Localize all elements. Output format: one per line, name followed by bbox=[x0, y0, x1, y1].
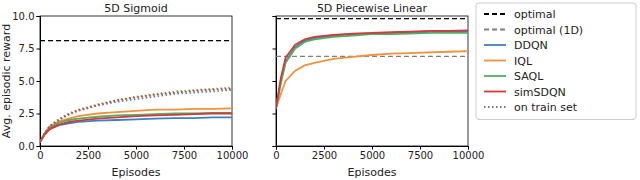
x-tick-label: 7500 bbox=[408, 150, 433, 161]
y-tick bbox=[273, 81, 277, 82]
legend-swatch bbox=[484, 106, 506, 108]
series-line bbox=[276, 51, 468, 108]
series-line bbox=[40, 88, 232, 143]
series-line bbox=[40, 108, 232, 142]
y-tick-label: 7.5 bbox=[19, 43, 35, 54]
series-line bbox=[276, 32, 468, 109]
y-tick bbox=[273, 114, 277, 115]
reference-line bbox=[276, 18, 468, 19]
plot-frame bbox=[276, 16, 468, 146]
x-tick: 5000 bbox=[360, 146, 385, 161]
x-tick: 5000 bbox=[124, 146, 149, 161]
x-tick: 10000 bbox=[453, 146, 485, 161]
plot-area bbox=[276, 19, 468, 109]
x-tick: 7500 bbox=[408, 146, 433, 161]
title: 5D Sigmoid bbox=[104, 2, 167, 15]
y-tick-label: 10.0 bbox=[12, 11, 34, 22]
y-tick: 2.5 bbox=[19, 108, 40, 119]
y-tick bbox=[273, 146, 277, 147]
series-line bbox=[40, 113, 232, 142]
legend-swatch bbox=[484, 29, 506, 31]
legend-frame bbox=[476, 3, 636, 120]
x-tick-label: 2500 bbox=[76, 150, 101, 161]
legend-label: DDQN bbox=[514, 39, 548, 52]
x-tick-label: 10000 bbox=[453, 150, 485, 161]
panel: 0 2500 5000 7500 10000 0.0 2.5 5.0 7.5 10.0 5D Sig… bbox=[0, 2, 248, 179]
series-line bbox=[40, 114, 232, 143]
legend: optimal optimal (1D) DDQN IQL SAQL simSDQN on … bbox=[476, 3, 636, 120]
legend-label: on train set bbox=[514, 101, 578, 114]
plot-frame bbox=[40, 16, 232, 146]
x-tick-label: 0 bbox=[37, 150, 43, 161]
x-tick-label: 7500 bbox=[172, 150, 197, 161]
y-tick: 10.0 bbox=[12, 11, 40, 22]
legend-swatch bbox=[484, 91, 506, 93]
x-axis-title: Episodes bbox=[348, 166, 397, 179]
y-tick-mark bbox=[273, 146, 277, 147]
title: 5D Piecewise Linear bbox=[317, 2, 428, 15]
legend-label: IQL bbox=[514, 55, 533, 68]
y-tick-mark bbox=[37, 146, 41, 147]
y-tick bbox=[273, 49, 277, 50]
x-tick-label: 10000 bbox=[217, 150, 249, 161]
x-tick: 10000 bbox=[217, 146, 249, 161]
y-tick-label: 0.0 bbox=[19, 141, 35, 152]
x-tick: 0 bbox=[37, 146, 43, 161]
y-tick-mark bbox=[37, 81, 41, 82]
y-tick-mark bbox=[273, 49, 277, 50]
y-tick-mark bbox=[37, 16, 41, 17]
x-tick: 2500 bbox=[312, 146, 337, 161]
y-tick-label: 5.0 bbox=[19, 76, 35, 87]
x-tick-label: 0 bbox=[273, 150, 279, 161]
series-line bbox=[276, 33, 468, 108]
y-tick: 0.0 bbox=[19, 141, 40, 152]
y-tick bbox=[273, 16, 277, 17]
legend-label: optimal bbox=[514, 8, 556, 21]
legend-swatch bbox=[484, 44, 506, 46]
x-tick-label: 2500 bbox=[312, 150, 337, 161]
y-axis: 0.0 2.5 5.0 7.5 10.0 bbox=[12, 11, 40, 152]
legend-label: optimal (1D) bbox=[514, 24, 583, 37]
y-tick: 5.0 bbox=[19, 76, 40, 87]
y-tick-mark bbox=[273, 16, 277, 17]
x-tick: 0 bbox=[273, 146, 279, 161]
x-axis: 0 2500 5000 7500 10000 bbox=[37, 146, 248, 161]
y-axis-title: Avg. episodic reward bbox=[0, 24, 13, 138]
figure: 0 2500 5000 7500 10000 0.0 2.5 5.0 7.5 10.0 5D Sig… bbox=[0, 0, 640, 180]
panel: 0 2500 5000 7500 10000 5D Piecewise Linear Epi… bbox=[273, 2, 485, 179]
reference-line bbox=[40, 40, 232, 41]
series-line bbox=[40, 89, 232, 142]
x-tick: 7500 bbox=[172, 146, 197, 161]
y-tick-mark bbox=[273, 114, 277, 115]
legend-swatch bbox=[484, 75, 506, 77]
x-tick: 2500 bbox=[76, 146, 101, 161]
y-tick-mark bbox=[37, 49, 41, 50]
legend-swatch bbox=[484, 13, 506, 15]
legend-label: SAQL bbox=[514, 70, 544, 83]
x-tick-label: 5000 bbox=[360, 150, 385, 161]
y-tick-label: 2.5 bbox=[19, 108, 35, 119]
x-tick-label: 5000 bbox=[124, 150, 149, 161]
x-axis: 0 2500 5000 7500 10000 bbox=[273, 146, 484, 161]
legend-label: simSDQN bbox=[514, 86, 566, 99]
y-tick-mark bbox=[273, 81, 277, 82]
x-axis-title: Episodes bbox=[112, 166, 161, 179]
y-tick-mark bbox=[37, 114, 41, 115]
series-line bbox=[276, 30, 468, 108]
series-line bbox=[40, 90, 232, 142]
y-tick: 7.5 bbox=[19, 43, 40, 54]
legend-swatch bbox=[484, 60, 506, 62]
series-line bbox=[40, 89, 232, 142]
plot-area bbox=[40, 41, 232, 142]
